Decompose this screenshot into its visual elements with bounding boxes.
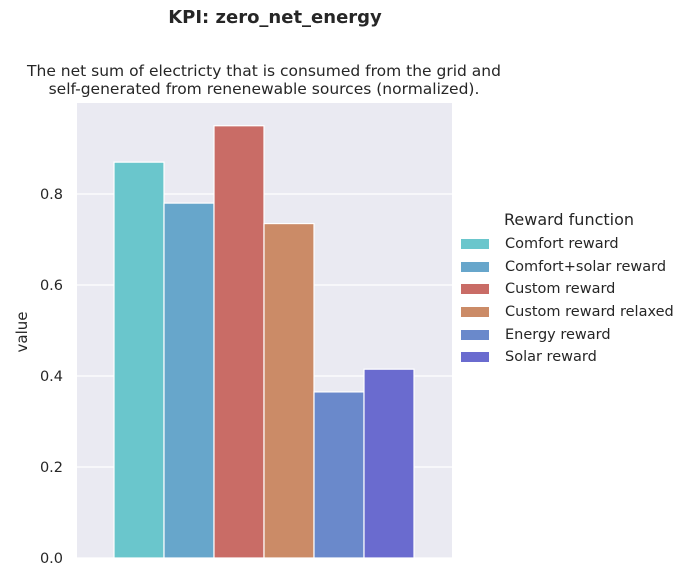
legend-swatch — [460, 351, 490, 364]
y-tick-label: 0.8 — [40, 187, 63, 203]
legend-item: Custom reward — [460, 278, 674, 301]
bar-energy-reward — [313, 391, 365, 559]
legend-item: Comfort+solar reward — [460, 256, 674, 279]
y-tick-label: 0.0 — [40, 551, 63, 567]
legend-swatch — [460, 328, 490, 341]
subtitle-line-1: The net sum of electricty that is consum… — [27, 62, 501, 80]
legend-label: Comfort+solar reward — [505, 258, 667, 275]
legend-label: Solar reward — [505, 349, 597, 366]
legend-item: Comfort reward — [460, 233, 674, 256]
legend-swatch — [460, 260, 490, 273]
legend-label: Comfort reward — [505, 236, 619, 253]
legend: Reward function Comfort reward Comfort+so… — [460, 210, 674, 369]
bar-comfort-solar-reward — [163, 202, 215, 559]
legend-title: Reward function — [504, 210, 635, 229]
legend-item: Energy reward — [460, 323, 674, 346]
legend-items: Comfort reward Comfort+solar reward Custom… — [460, 233, 674, 369]
legend-label: Custom reward relaxed — [505, 304, 674, 321]
y-tick-label: 0.4 — [40, 369, 63, 385]
chart-subtitle: The net sum of electricty that is consum… — [0, 62, 528, 98]
legend-item: Solar reward — [460, 346, 674, 369]
legend-swatch — [460, 238, 490, 251]
chart-title: KPI: zero_net_energy — [168, 7, 382, 28]
legend-swatch — [460, 306, 490, 319]
y-tick-label: 0.6 — [40, 278, 63, 294]
bar-solar-reward — [363, 368, 415, 559]
legend-item: Custom reward relaxed — [460, 301, 674, 324]
legend-label: Energy reward — [505, 326, 611, 343]
y-tick-label: 0.2 — [40, 460, 63, 476]
legend-label: Custom reward — [505, 281, 616, 298]
bar-comfort-reward — [113, 161, 165, 559]
bar-custom-reward-relaxed — [263, 222, 315, 559]
subtitle-line-2: self-generated from renenewable sources … — [48, 80, 480, 98]
bar-custom-reward — [213, 125, 265, 559]
legend-swatch — [460, 283, 490, 296]
